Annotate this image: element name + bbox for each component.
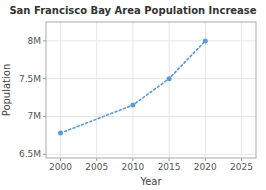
chart-svg: 6.5M 7M 7.5M 8M 2000 2005 2010 2015 2020 2025 San …: [0, 0, 266, 190]
y-grid-line: [46, 116, 256, 117]
x-tick-label: 2005: [85, 162, 108, 172]
y-axis-label: Population: [1, 64, 12, 117]
x-axis-label: Year: [139, 176, 162, 187]
plot-frame: [46, 22, 256, 158]
series-group: [58, 38, 208, 135]
series-marker: [167, 76, 172, 81]
x-grid-line: [169, 22, 170, 158]
x-grid-line: [132, 22, 133, 158]
y-grid-line: [46, 154, 256, 155]
x-grid-line: [241, 22, 242, 158]
series-marker: [203, 38, 208, 43]
x-tick-label: 2000: [49, 162, 72, 172]
x-tick-label: 2015: [158, 162, 181, 172]
x-tick-label: 2010: [121, 162, 144, 172]
series-marker: [58, 131, 63, 136]
chart-title: San Francisco Bay Area Population Increa…: [9, 5, 256, 16]
x-grid-line: [96, 22, 97, 158]
chart-container: 6.5M 7M 7.5M 8M 2000 2005 2010 2015 2020 2025 San …: [0, 0, 266, 190]
y-tick-label: 7M: [28, 111, 42, 121]
y-grid-line: [46, 40, 256, 41]
y-tick-label: 7.5M: [19, 74, 41, 84]
x-tick-label: 2025: [230, 162, 253, 172]
x-tick-label: 2020: [194, 162, 217, 172]
series-marker: [130, 103, 135, 108]
grid: [46, 22, 256, 158]
series-line: [60, 41, 205, 133]
y-tick-label: 8M: [28, 36, 42, 46]
y-tick-label: 6.5M: [19, 149, 41, 159]
x-grid-line: [60, 22, 61, 158]
y-grid-line: [46, 78, 256, 79]
